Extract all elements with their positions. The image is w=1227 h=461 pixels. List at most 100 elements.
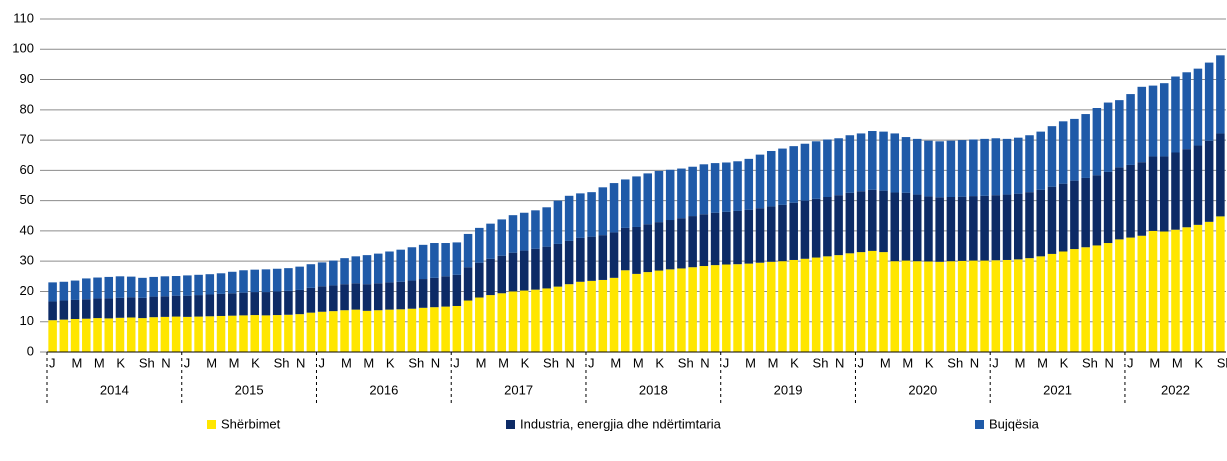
bar-segment <box>261 315 271 352</box>
x-tick-label: M <box>476 355 487 370</box>
bar-segment <box>531 289 540 352</box>
bar-segment <box>104 276 114 299</box>
bar-segment <box>924 196 933 262</box>
x-tick-label: M <box>1149 355 1160 370</box>
bar-segment <box>733 161 742 211</box>
bar-segment <box>430 277 439 308</box>
bar-segment <box>688 216 697 268</box>
bar-segment <box>1047 186 1057 254</box>
bar-segment <box>1014 193 1023 260</box>
y-tick-label: 10 <box>20 313 34 328</box>
bar-segment <box>755 154 765 209</box>
bar-segment <box>901 192 911 261</box>
bar-segment <box>373 283 383 311</box>
bar-segment <box>407 308 417 352</box>
bar-segment <box>475 262 484 298</box>
bar-segment <box>138 277 147 298</box>
bar-segment <box>587 280 596 352</box>
bar-segment <box>1002 259 1012 352</box>
bar-segment <box>856 133 866 192</box>
bar-segment <box>991 138 1001 196</box>
bar-segment <box>722 162 731 212</box>
bar-segment <box>441 276 450 307</box>
bar-segment <box>980 138 989 196</box>
bar-segment <box>924 261 933 352</box>
bar-segment <box>1058 121 1068 184</box>
bar-segment <box>1216 133 1225 217</box>
bar-segment <box>553 286 563 352</box>
x-tick-label: J <box>1127 355 1134 370</box>
x-tick-label: Sh <box>813 355 829 370</box>
bar-segment <box>452 274 462 306</box>
bar-segment <box>1081 177 1090 248</box>
bar-segment <box>418 279 428 308</box>
bar-segment <box>250 315 259 352</box>
bar-segment <box>317 311 327 352</box>
bar-segment <box>643 224 652 273</box>
bar-segment <box>373 253 383 284</box>
bar-segment <box>1058 251 1068 352</box>
y-tick-label: 70 <box>20 132 34 147</box>
bar-segment <box>1193 224 1203 352</box>
bar-segment <box>901 260 911 352</box>
bar-segment <box>1025 192 1034 259</box>
bar-segment <box>722 211 731 265</box>
bar-segment <box>1115 239 1124 352</box>
bar-segment <box>171 316 181 352</box>
bar-segment <box>755 262 765 352</box>
bar-segment <box>576 193 585 238</box>
bar-segment <box>48 301 57 321</box>
bar-segment <box>138 318 147 352</box>
bar-segment <box>183 295 192 317</box>
x-tick-label: N <box>566 355 575 370</box>
legend-swatch <box>975 420 984 429</box>
bar-segment <box>70 280 80 300</box>
bar-segment <box>879 190 888 253</box>
bar-segment <box>1193 145 1203 225</box>
bar-segment <box>138 297 147 319</box>
bar-segment <box>59 281 69 301</box>
bar-segment <box>957 196 967 261</box>
x-tick-label: K <box>521 355 530 370</box>
bar-segment <box>778 148 787 205</box>
bar-segment <box>665 220 675 270</box>
bar-segment <box>295 266 304 290</box>
bar-segment <box>407 280 417 309</box>
bar-segment <box>564 284 574 352</box>
bar-segment <box>1171 152 1180 230</box>
bar-segment <box>879 131 888 191</box>
bar-segment <box>1070 249 1079 352</box>
x-tick-label: K <box>655 355 664 370</box>
bar-segment <box>396 309 405 352</box>
bar-segment <box>733 210 742 265</box>
year-label: 2017 <box>504 382 533 397</box>
bar-segment <box>1014 137 1023 194</box>
bar-segment <box>126 317 136 352</box>
bar-segment <box>553 243 563 287</box>
bar-segment <box>160 296 170 317</box>
bar-segment <box>1137 235 1147 352</box>
bar-segment <box>329 260 338 286</box>
y-tick-label: 0 <box>27 343 34 358</box>
bar-segment <box>935 141 944 198</box>
bar-segment <box>183 316 192 352</box>
bar-segment <box>542 288 551 352</box>
bar-segment <box>396 249 405 282</box>
x-tick-label: K <box>1060 355 1069 370</box>
bar-segment <box>1171 76 1180 153</box>
bar-segment <box>654 222 664 271</box>
bar-segment <box>250 292 259 316</box>
bar-segment <box>890 133 900 193</box>
legend-label: Industria, energjia dhe ndërtimtaria <box>520 416 722 431</box>
bar-segment <box>677 168 686 219</box>
x-tick-label: N <box>1104 355 1113 370</box>
bar-segment <box>329 311 338 352</box>
bar-segment <box>508 215 518 253</box>
bar-segment <box>93 277 102 299</box>
bar-segment <box>385 251 394 283</box>
bar-segment <box>284 268 293 291</box>
bar-segment <box>194 274 203 296</box>
bar-segment <box>430 243 439 278</box>
bar-segment <box>856 191 866 253</box>
bar-segment <box>576 281 585 352</box>
